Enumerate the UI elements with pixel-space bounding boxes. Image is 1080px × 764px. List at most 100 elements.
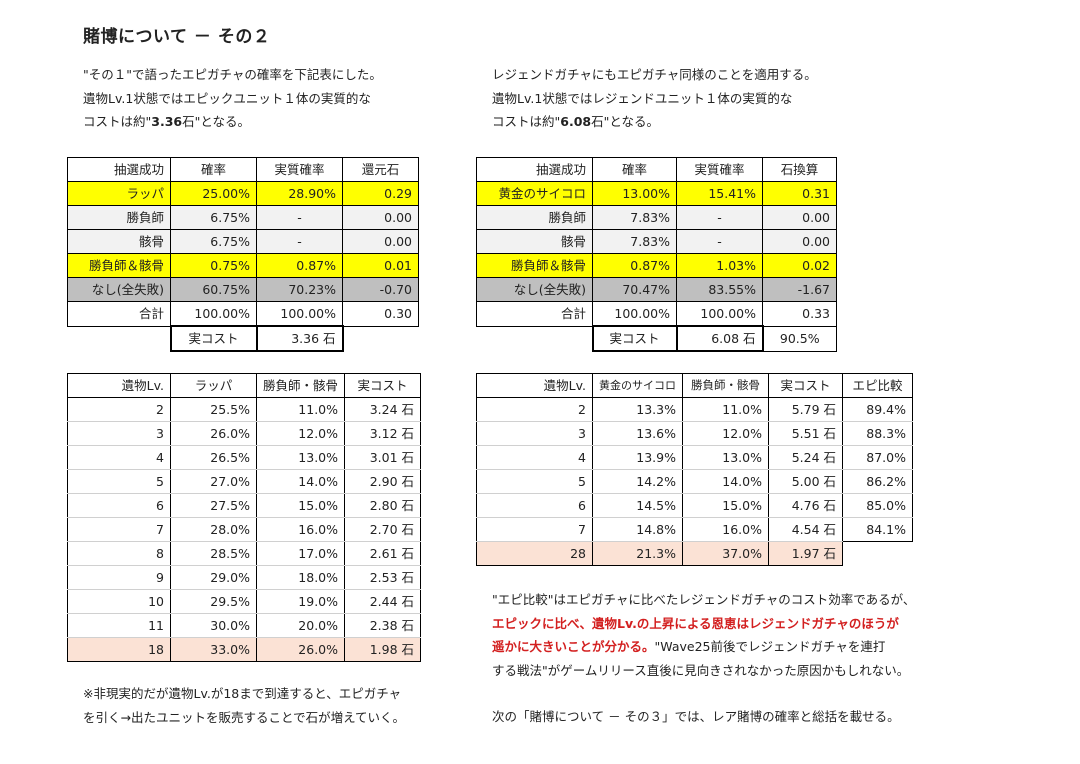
cost-value: 3.36 石 [255,325,344,352]
left-intro-line3-pre: コストは約" [83,114,152,129]
table-total-row: 合計 100.00% 100.00% 0.30 [67,301,419,327]
table-cell: 12.0% [682,421,769,446]
table-cell: 15.41% [676,181,763,206]
table-cell: 29.5% [170,589,257,614]
table-cell: 3 [476,421,593,446]
legend-probability-table: 抽選成功 確率 実質確率 石換算 黄金のサイコロ 13.00% 15.41% 0… [476,157,907,352]
table-cell: 83.55% [676,277,763,302]
table-cell: 勝負師 [476,205,593,230]
table-row: 3 26.0% 12.0% 3.12 石 [67,421,422,446]
table-cell: 1.97 石 [768,541,843,566]
table-cell: 19.0% [255,589,346,614]
table-total-row: 合計 100.00% 100.00% 0.33 [476,301,907,327]
table-cell: - [676,229,763,254]
right-note-line3-post: "Wave25前後でレジェンドガチャを連打 [654,639,886,654]
table-cell: 13.3% [592,397,683,422]
right-note-line2: エピックに比べ、遺物Lv.の上昇による恩恵はレジェンドガチャのほうが [492,615,899,631]
table-header-cell: 勝負師・骸骨 [682,373,769,398]
table-cell: 14.0% [255,469,346,494]
table-header-cell: 実質確率 [676,157,763,182]
right-intro-line3: コストは約"6.08石"となる。 [492,110,817,134]
table-cell: 25.5% [170,397,257,422]
right-intro-line3-pre: コストは約" [492,114,561,129]
table-cell: 86.2% [842,469,913,494]
table-cell: 27.0% [170,469,257,494]
table-cell: 18.0% [255,565,346,590]
table-cell: 3.01 石 [344,445,422,470]
table-row: 黄金のサイコロ 13.00% 15.41% 0.31 [476,181,907,206]
table-row: 2 13.3% 11.0% 5.79 石 89.4% [476,397,913,422]
table-cell: 13.9% [592,445,683,470]
legend-level-table: 遺物Lv. 黄金のサイコロ 勝負師・骸骨 実コスト エピ比較 2 13.3% 11.… [476,373,913,566]
table-cell: 60.75% [170,277,257,302]
table-cell: 28.0% [170,517,257,542]
table-cell: -1.67 [762,277,837,302]
table-cell: 3.12 石 [344,421,422,446]
table-cell: 21.3% [592,541,683,566]
right-note: "エピ比較"はエピガチャに比べたレジェンドガチャのコスト効率であるが、 エピック… [492,588,915,729]
table-row: 3 13.6% 12.0% 5.51 石 88.3% [476,421,913,446]
table-row: 6 14.5% 15.0% 4.76 石 85.0% [476,493,913,518]
table-cell: 0.02 [762,253,837,278]
table-cell: 0.00 [762,229,837,254]
table-cell: 85.0% [842,493,913,518]
table-cell: 14.8% [592,517,683,542]
table-cell: 合計 [476,301,593,327]
left-intro-cost: 3.36 [151,114,183,129]
cost-row: 実コスト 6.08 石 90.5% [477,325,907,352]
table-header-cell: 石換算 [762,157,837,182]
table-row: 5 27.0% 14.0% 2.90 石 [67,469,422,494]
table-row: 勝負師＆骸骨 0.87% 1.03% 0.02 [476,253,907,278]
table-cell: なし(全失敗) [67,277,171,302]
table-header-cell: 確率 [170,157,257,182]
table-header-cell: 遺物Lv. [476,373,593,398]
table-cell: 勝負師＆骸骨 [476,253,593,278]
epic-probability-table: 抽選成功 確率 実質確率 還元石 ラッパ 25.00% 28.90% 0.29 … [67,157,419,352]
right-note-line3: 遥かに大きいことが分かる。"Wave25前後でレジェンドガチャを連打 [492,635,915,659]
table-cell: 勝負師＆骸骨 [67,253,171,278]
table-cell: 28.90% [256,181,343,206]
table-cell: 87.0% [842,445,913,470]
table-cell: 7.83% [592,205,677,230]
table-row: 骸骨 6.75% - 0.00 [67,229,419,254]
table-cell: 7 [476,517,593,542]
table-cell: 0.87% [256,253,343,278]
table-header-row: 遺物Lv. 黄金のサイコロ 勝負師・骸骨 実コスト エピ比較 [476,373,913,398]
table-cell: 18 [67,637,171,662]
left-intro: "その１"で語ったエピガチャの確率を下記表にした。 遺物Lv.1状態ではエピック… [83,63,382,134]
cost-label: 実コスト [591,325,678,352]
table-cell: 13.6% [592,421,683,446]
table-cell: 0.30 [342,301,419,327]
table-cell: 5 [67,469,171,494]
table-cell: 1.98 石 [344,637,422,662]
table-cell: 合計 [67,301,171,327]
table-row: 11 30.0% 20.0% 2.38 石 [67,613,422,638]
table-cell: 100.00% [676,301,763,327]
left-intro-line3-post: 石"となる。 [182,114,250,129]
table-row: 勝負師 6.75% - 0.00 [67,205,419,230]
left-intro-line2: 遺物Lv.1状態ではエピックユニット１体の実質的な [83,90,371,106]
table-cell: 0.75% [170,253,257,278]
left-note-line2: を引く→出たユニットを販売することで石が増えていく。 [83,709,405,725]
table-cell: 88.3% [842,421,913,446]
table-row: 2 25.5% 11.0% 3.24 石 [67,397,422,422]
table-row: 7 28.0% 16.0% 2.70 石 [67,517,422,542]
table-cell: 26.0% [170,421,257,446]
table-cell: 2.90 石 [344,469,422,494]
table-cell: - [676,205,763,230]
table-cell: 3.24 石 [344,397,422,422]
table-cell: 8 [67,541,171,566]
table-cell: 勝負師 [67,205,171,230]
table-cell: 16.0% [255,517,346,542]
table-cell: 2 [67,397,171,422]
table-row: 9 29.0% 18.0% 2.53 石 [67,565,422,590]
table-cell: 30.0% [170,613,257,638]
table-cell: 0.01 [342,253,419,278]
table-cell: 2.61 石 [344,541,422,566]
right-intro-line2: 遺物Lv.1状態ではレジェンドユニット１体の実質的な [492,90,793,106]
table-cell: 100.00% [170,301,257,327]
table-cell: 70.47% [592,277,677,302]
table-header-cell: 実コスト [768,373,843,398]
page-title: 賭博について － その２ [83,27,271,47]
